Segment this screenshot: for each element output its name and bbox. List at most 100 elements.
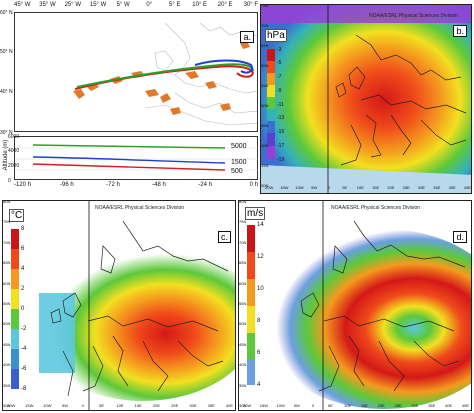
altitude-tick-label: 2000: [8, 162, 20, 169]
lon-tick-label: 45E: [463, 185, 471, 190]
lat-tick-label: 40N: [239, 362, 247, 368]
lat-tick-label: 50N: [261, 103, 269, 108]
panel-d-credit: NOAA/ESRL Physical Sciences Division: [331, 205, 421, 211]
lon-tick-label: 20° E: [217, 2, 233, 8]
lon-tick-label: 30° F: [243, 2, 258, 8]
lat-tick-label: 45N: [239, 341, 247, 347]
lon-tick-label: 5W: [311, 185, 318, 190]
lon-tick-label: 10W: [276, 403, 285, 408]
lon-tick-label: 20E: [152, 403, 161, 408]
colorbar-tick-label: 4: [21, 266, 25, 272]
lon-tick-label: 15E: [134, 403, 142, 408]
lat-tick-label: 50° N: [0, 49, 13, 56]
colorbar-tick-label: 2: [21, 286, 25, 292]
panel-b-colorbar: [267, 49, 275, 159]
colorbar-tick-label: 6: [21, 246, 25, 252]
lon-tick-label: 20W: [7, 403, 16, 408]
panel-a-altitude-plot: 5000 1500 500: [14, 136, 258, 180]
colorbar-tick-label: -7: [277, 74, 282, 80]
panel-b-credit: NOAA/ESRL Physical Sciences Division: [369, 13, 459, 19]
colorbar-tick-label: -13: [277, 115, 285, 122]
lat-tick-label: 60N: [3, 280, 11, 286]
lat-tick-label: 75N: [3, 219, 11, 225]
lat-tick-label: 30° N: [0, 129, 13, 136]
lat-tick-label: 70N: [261, 22, 269, 28]
panel-b: -3 -5 -7 -9 -11 -13 -15 -17 -19 hPa NOAA/ESRL Ph…: [260, 4, 472, 194]
colorbar-tick-label: 0: [21, 306, 25, 312]
lat-tick-label: 35N: [261, 162, 269, 168]
colorbar-tick-label: 14: [257, 222, 264, 228]
lon-tick-label: 5° W: [116, 2, 130, 8]
panel-a-lon-ticks: 45° W 35° W 25° W 15° W 5° W 0° 5° E 10° E 20° E…: [14, 2, 258, 12]
line-label-5000: 5000: [231, 143, 247, 150]
lat-tick-label: 75N: [239, 219, 247, 225]
lat-tick-label: 30N: [261, 183, 269, 188]
altitude-ticks: 6000 4000 2000 0: [8, 133, 28, 184]
lon-tick-label: 5W: [62, 403, 68, 408]
colorbar-tick-label: 6: [257, 350, 261, 356]
lon-tick-label: 25E: [171, 403, 179, 408]
lon-tick-label: 35E: [433, 185, 441, 190]
lat-tick-label: 70N: [3, 239, 11, 245]
panel-b-label: b.: [453, 25, 467, 37]
lon-tick-label: 25° W: [64, 2, 81, 8]
panel-a: 45° W 35° W 25° W 15° W 5° W 0° 5° E 10° E 20° E…: [0, 0, 258, 196]
colorbar-tick-label: -19: [277, 156, 285, 163]
colorbar-tick-label: 8: [257, 318, 261, 324]
panel-d-colorbar-ticks: 14 12 10 8 6 4: [257, 222, 273, 388]
colorbar-tick-label: -3: [277, 46, 282, 53]
panel-c: 8 6 4 2 0 -2 -4 -6 -8 °C NOAA/ESRL Physical Scie…: [2, 200, 236, 411]
lon-tick-label: 20W: [265, 185, 274, 190]
panel-d-label: d.: [453, 231, 467, 243]
lon-tick-label: 45° W: [14, 2, 31, 8]
lon-tick-label: 5E: [99, 403, 105, 408]
lon-tick-label: 10° E: [192, 2, 208, 8]
lon-tick-label: 30E: [417, 185, 426, 190]
panel-d-lon-ticks: 20W 15W 10W 5W 0 5E 10E 15E 20E 25E 30E 35E 40E 45E: [243, 403, 469, 410]
time-tick-label: 0 h: [249, 182, 258, 188]
panel-c-credit: NOAA/ESRL Physical Sciences Division: [95, 205, 185, 211]
lon-tick-label: 15W: [25, 403, 34, 408]
lon-tick-label: 15° W: [89, 2, 107, 8]
lon-tick-label: 35E: [428, 403, 436, 408]
panel-d: 14 12 10 8 6 4 m/s NOAA/ESRL Physical Science…: [238, 200, 472, 411]
panel-d-colorbar: [247, 225, 255, 385]
lon-tick-label: 10E: [344, 403, 352, 408]
lat-tick-label: 60N: [261, 62, 269, 68]
lon-tick-label: 15W: [280, 185, 289, 190]
lon-tick-label: 25E: [394, 403, 402, 408]
lat-tick-label: 40N: [3, 362, 11, 368]
lon-tick-label: 5W: [293, 403, 300, 408]
lon-tick-label: 0: [327, 185, 330, 190]
lat-tick-label: 80N: [3, 200, 11, 204]
lon-tick-label: 5° E: [169, 2, 181, 8]
lat-tick-label: 30N: [3, 403, 11, 408]
lat-tick-label: 35N: [3, 382, 11, 388]
panel-c-label: c.: [217, 231, 231, 243]
lat-tick-label: 55N: [261, 82, 269, 88]
time-tick-label: -120 h: [14, 182, 32, 188]
colorbar-tick-label: -15: [277, 129, 285, 135]
panel-c-colorbar: [11, 229, 19, 389]
panel-b-colorbar-ticks: -3 -5 -7 -9 -11 -13 -15 -17 -19: [277, 46, 295, 163]
lat-tick-label: 45N: [3, 341, 11, 347]
colorbar-tick-label: -8: [21, 386, 27, 392]
lon-tick-label: 10E: [356, 185, 364, 190]
lat-tick-label: 70N: [239, 239, 247, 245]
lon-tick-label: 15W: [259, 403, 268, 408]
lat-tick-label: 65N: [3, 260, 11, 266]
lat-tick-label: 60N: [239, 280, 247, 286]
time-ticks: -120 h -96 h -72 h -48 h -24 h 0 h: [14, 182, 258, 192]
lon-tick-label: 0°: [146, 2, 153, 8]
panel-b-lat-ticks: 75N 70N 65N 60N 55N 50N 45N 40N 35N 30N: [261, 5, 275, 188]
lat-tick-label: 45N: [261, 122, 269, 128]
lon-tick-label: 40E: [225, 403, 233, 408]
lat-tick-label: 65N: [239, 260, 247, 266]
time-tick-label: -72 h: [106, 182, 120, 188]
colorbar-tick-label: -9: [277, 87, 282, 94]
altitude-tick-label: 6000: [8, 133, 20, 140]
lon-tick-label: 0: [81, 403, 84, 408]
colorbar-tick-label: -4: [21, 346, 27, 352]
lon-tick-label: 10E: [116, 403, 124, 408]
lon-tick-label: 15E: [372, 185, 380, 190]
